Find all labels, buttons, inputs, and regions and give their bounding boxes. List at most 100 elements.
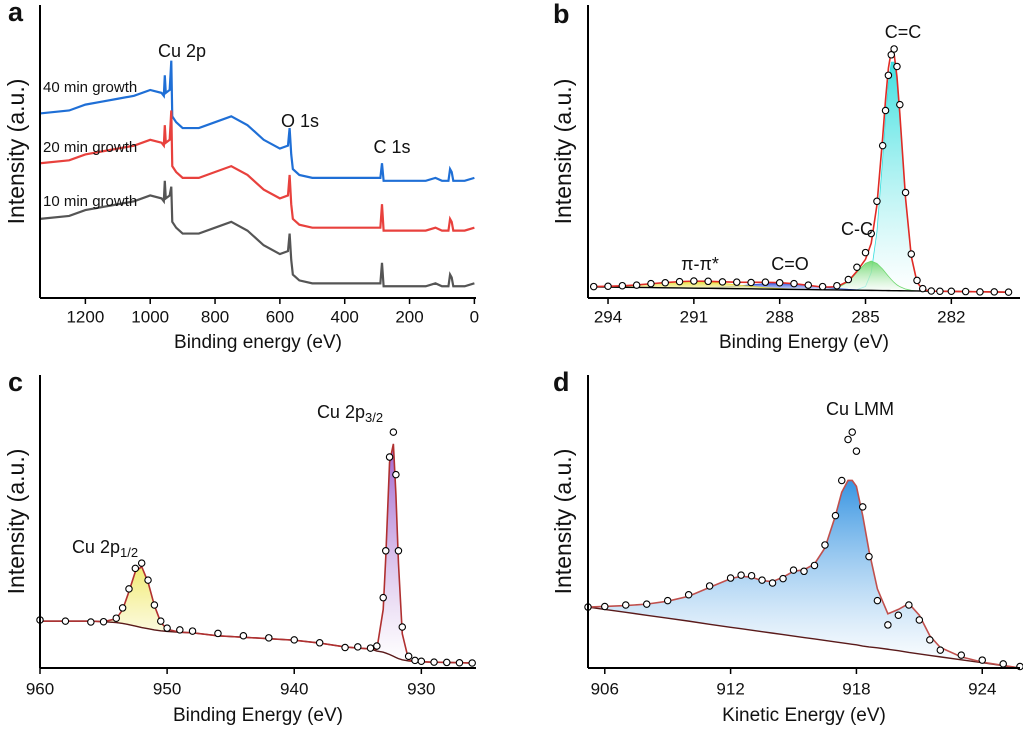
- data-point: [747, 571, 756, 580]
- data-point: [290, 636, 298, 644]
- peak-label: C-C: [841, 219, 873, 239]
- y-axis-label: Intensity (a.u.): [550, 79, 576, 225]
- data-point: [131, 564, 140, 573]
- data-point: [176, 626, 184, 634]
- data-point: [747, 278, 755, 287]
- x-tick-label: 950: [153, 679, 181, 698]
- data-point: [901, 188, 910, 197]
- data-point: [848, 428, 856, 436]
- data-point: [366, 644, 375, 652]
- x-tick-label: 400: [331, 307, 359, 326]
- y-axis-label: Intensity (a.u.): [3, 79, 29, 225]
- panel: 960 950 940 930 Binding Energy (eV) Intensity…: [3, 367, 476, 726]
- data-point: [112, 614, 121, 622]
- data-point: [354, 643, 362, 651]
- x-tick-label: 800: [201, 307, 229, 326]
- data-point: [936, 646, 945, 654]
- data-point: [690, 277, 698, 285]
- panel-label: c: [8, 367, 23, 397]
- background-line: [587, 606, 1021, 669]
- label-text: π-π*: [681, 254, 719, 274]
- label-text: Cu 2p: [317, 402, 365, 422]
- peak-label: Cu LMM: [826, 399, 894, 419]
- data-point: [618, 281, 627, 290]
- x-axis-label: Binding Energy (eV): [719, 332, 889, 353]
- label-text: Cu 2p: [72, 537, 120, 557]
- data-point: [978, 656, 987, 664]
- data-point: [733, 278, 741, 286]
- data-point: [417, 657, 426, 666]
- spectrum-line: [39, 180, 475, 288]
- data-point: [684, 590, 693, 599]
- x-tick-label: 285: [851, 307, 879, 326]
- data-point: [893, 62, 901, 71]
- data-point: [861, 248, 870, 257]
- data-point: [887, 51, 896, 59]
- data-point: [853, 263, 861, 271]
- label-subscript: 1/2: [120, 545, 138, 560]
- x-tick-label: 0: [470, 307, 479, 326]
- component-area: [40, 565, 473, 664]
- data-point: [790, 279, 798, 288]
- data-point: [867, 229, 875, 238]
- data-point: [647, 279, 655, 288]
- series-label: 20 min growth: [43, 139, 137, 156]
- data-point: [779, 574, 787, 583]
- x-axis-label: Binding Energy (eV): [173, 705, 343, 726]
- peak-label: C=O: [771, 254, 809, 274]
- data-point: [163, 624, 171, 632]
- data-point: [157, 617, 165, 625]
- data-point: [61, 617, 70, 625]
- peak-label: C 1s: [373, 137, 410, 157]
- data-point: [589, 282, 598, 291]
- data-point: [99, 617, 108, 626]
- peak-label: O 1s: [281, 111, 319, 131]
- x-tick-label: 291: [680, 307, 708, 326]
- data-point: [137, 559, 146, 567]
- data-point: [188, 627, 197, 635]
- data-point: [990, 288, 999, 296]
- y-axis-label: Intensity (a.u.): [3, 449, 29, 595]
- data-point: [976, 288, 984, 296]
- data-point: [890, 45, 898, 53]
- data-point: [873, 596, 882, 605]
- data-point: [884, 621, 892, 629]
- x-axis-label: Binding energy (eV): [174, 332, 342, 353]
- x-tick-label: 940: [280, 679, 308, 698]
- data-point: [999, 660, 1007, 668]
- data-point: [789, 566, 798, 574]
- data-point: [265, 634, 273, 642]
- data-point: [915, 616, 924, 624]
- data-point: [844, 435, 852, 444]
- data-point: [398, 623, 407, 631]
- panel: 294 291 288 285 282 Binding Energy (eV) Intens…: [550, 0, 1020, 353]
- label-text: C=O: [771, 254, 809, 274]
- data-point: [881, 106, 890, 115]
- data-point: [918, 284, 927, 293]
- data-point: [385, 453, 394, 461]
- data-point: [884, 71, 893, 80]
- data-point: [831, 511, 840, 520]
- data-point: [632, 281, 641, 289]
- data-point: [411, 656, 419, 665]
- data-point: [810, 561, 819, 570]
- data-point: [239, 632, 248, 640]
- data-point: [214, 629, 222, 638]
- data-point: [404, 652, 413, 661]
- x-tick-label: 1000: [131, 307, 169, 326]
- data-point: [761, 278, 770, 286]
- y-axis-label: Intensity (a.u.): [550, 449, 576, 595]
- data-point: [865, 552, 873, 561]
- data-point: [957, 651, 966, 659]
- data-point: [150, 601, 159, 609]
- data-point: [804, 281, 813, 289]
- data-point: [642, 600, 651, 608]
- peak-label: C=C: [885, 22, 922, 42]
- data-point: [455, 658, 464, 667]
- x-tick-label: 282: [937, 307, 965, 326]
- data-point: [394, 547, 403, 555]
- data-point: [818, 282, 827, 291]
- data-point: [821, 541, 829, 549]
- x-tick-label: 1200: [66, 307, 104, 326]
